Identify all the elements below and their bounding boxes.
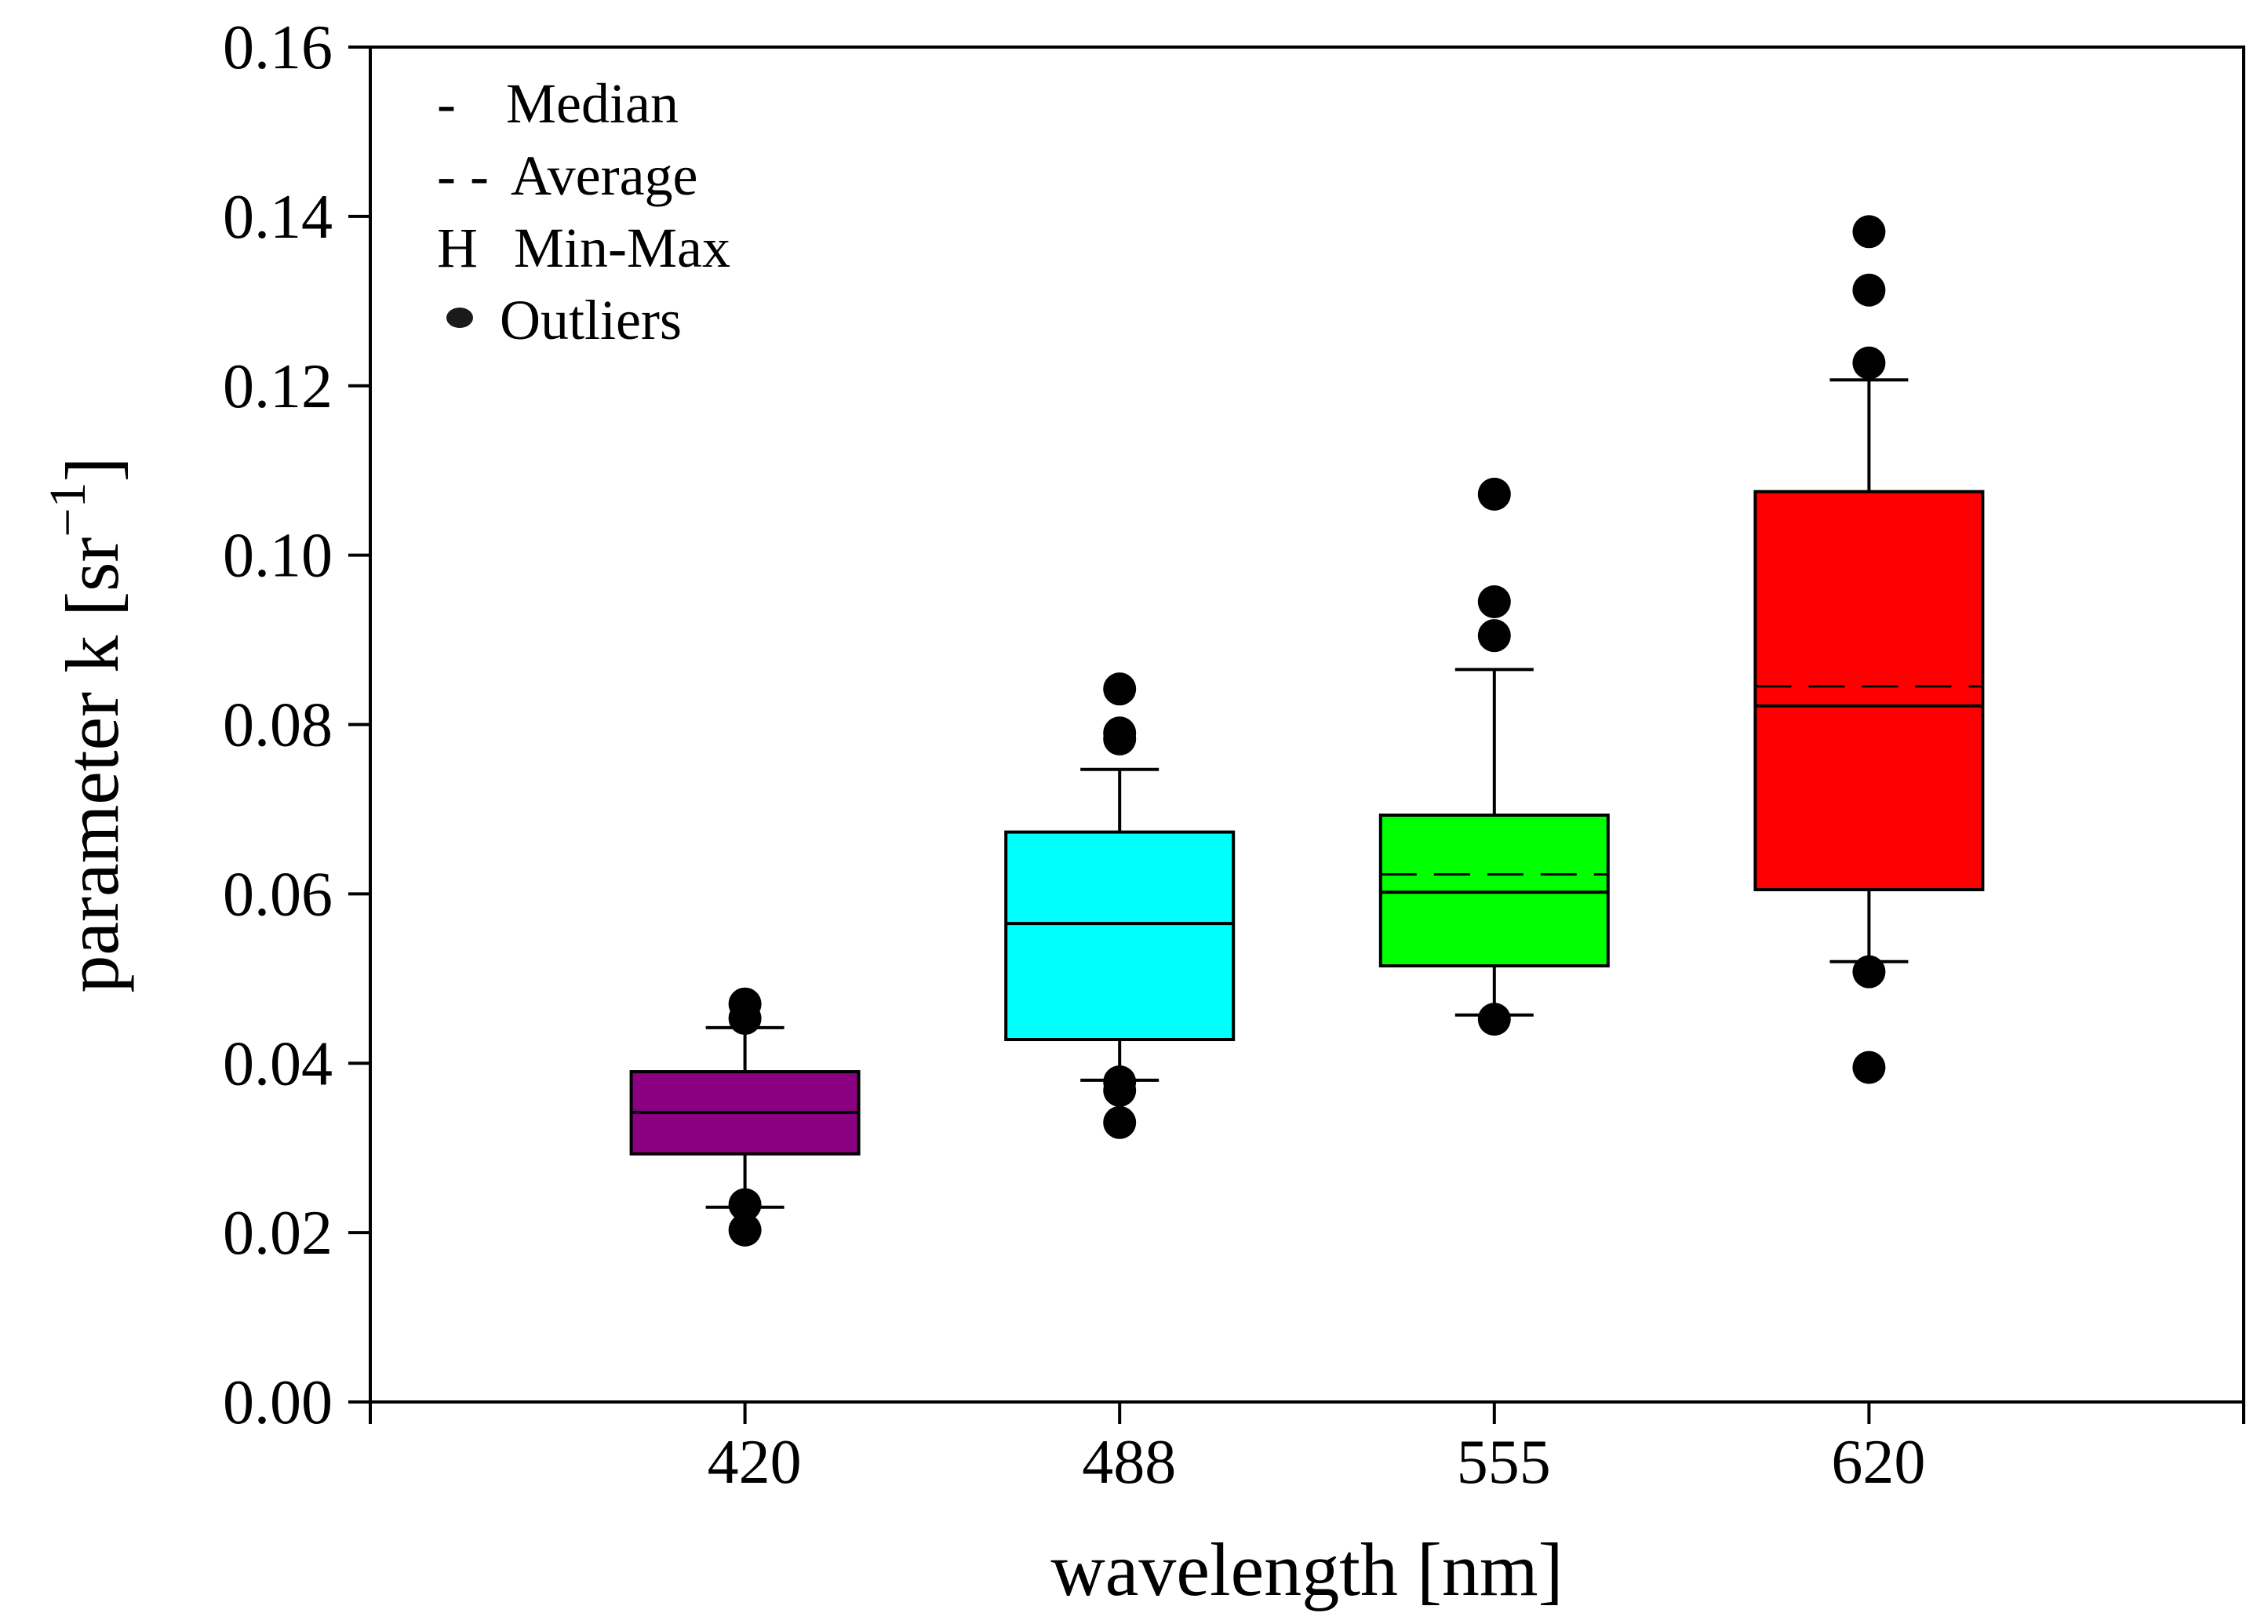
x-tick-label: 420 <box>708 1428 802 1497</box>
box-group <box>629 987 861 1247</box>
outlier-point <box>1477 1003 1511 1036</box>
legend-median-symbol: - <box>437 72 456 135</box>
box-group <box>1378 477 1610 1036</box>
legend-outliers-label: Outliers <box>500 289 682 351</box>
outlier-point <box>728 1002 762 1036</box>
outlier-point <box>728 1213 762 1247</box>
y-tick-label: 0.00 <box>223 1368 333 1437</box>
outlier-point <box>1852 273 1886 307</box>
legend-average-label: Average <box>511 144 698 207</box>
legend-minmax-label: Min-Max <box>514 217 730 279</box>
x-tick-label: 620 <box>1831 1428 1925 1497</box>
outlier-point <box>1477 477 1511 511</box>
x-tick-label: 488 <box>1082 1428 1176 1497</box>
outlier-point <box>1852 215 1886 249</box>
legend-outliers-marker <box>446 308 473 328</box>
x-tick-label: 555 <box>1457 1428 1551 1497</box>
boxes-layer <box>629 215 1985 1247</box>
y-tick-label: 0.04 <box>223 1029 333 1098</box>
box-body <box>1753 490 1985 891</box>
box-group <box>1753 215 1985 1084</box>
legend-median-label: Median <box>506 72 679 135</box>
y-tick-label: 0.06 <box>223 860 333 929</box>
legend-minmax-symbol: H <box>437 217 478 279</box>
outlier-point <box>728 1188 762 1222</box>
y-tick-label: 0.08 <box>223 691 333 760</box>
y-tick-label: 0.12 <box>223 352 333 421</box>
y-tick-label: 0.16 <box>223 13 333 82</box>
legend-average-symbol: - - <box>437 144 489 207</box>
outlier-point <box>1852 1051 1886 1084</box>
outlier-point <box>1477 619 1511 653</box>
y-axis-title-suffix: ] <box>50 457 134 482</box>
outlier-point <box>1103 672 1137 706</box>
y-tick-label: 0.02 <box>223 1199 333 1268</box>
legend: - Median - - Average H Min-Max ● Outlier… <box>437 72 730 351</box>
box-body <box>1378 813 1610 968</box>
outlier-point <box>1103 1105 1137 1139</box>
legend-outliers-symbol: ● <box>442 283 477 346</box>
y-tick-label: 0.14 <box>223 183 333 252</box>
x-axis-title: wavelength [nm] <box>1050 1528 1563 1611</box>
box-group <box>1004 672 1236 1139</box>
outlier-point <box>1852 955 1886 989</box>
outlier-point <box>1477 584 1511 618</box>
y-axis-title-text: parameter k [sr <box>50 537 134 993</box>
y-axis-title-superscript: −1 <box>39 482 96 537</box>
outlier-point <box>1852 346 1886 380</box>
outlier-point <box>1103 1073 1137 1107</box>
y-axis: 0.00 0.02 0.04 0.06 0.08 0.10 0.12 0.14 0.16 <box>223 13 370 1437</box>
box-body <box>1004 830 1236 1042</box>
outlier-point <box>1103 722 1137 756</box>
y-tick-label: 0.10 <box>223 522 333 591</box>
x-axis: 420 488 555 620 <box>369 1402 2245 1497</box>
y-axis-title: parameter k [sr−1] <box>39 457 134 992</box>
